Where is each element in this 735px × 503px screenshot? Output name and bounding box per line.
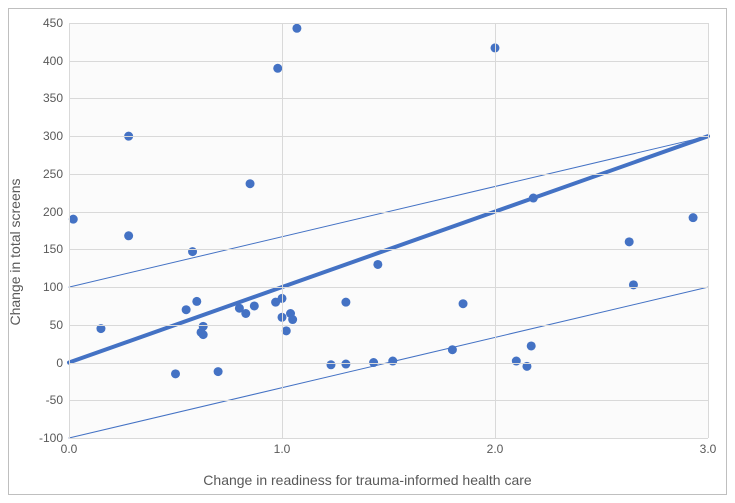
- y-tick-label: -50: [46, 393, 69, 407]
- data-point: [448, 345, 457, 354]
- data-point: [124, 231, 133, 240]
- hgridline: [69, 249, 708, 250]
- vgridline: [495, 23, 496, 438]
- data-point: [214, 367, 223, 376]
- data-point: [199, 330, 208, 339]
- data-point: [388, 357, 397, 366]
- data-point: [241, 309, 250, 318]
- data-point: [292, 24, 301, 33]
- x-axis-label: Change in readiness for trauma-informed …: [9, 472, 726, 488]
- vgridline: [282, 23, 283, 438]
- y-tick-label: 0: [56, 356, 69, 370]
- y-axis-label: Change in total screens: [7, 178, 23, 325]
- data-point: [69, 215, 78, 224]
- data-point: [459, 299, 468, 308]
- data-point: [199, 322, 208, 331]
- y-tick-label: 250: [43, 167, 69, 181]
- y-tick-label: 50: [50, 318, 69, 332]
- data-point: [341, 298, 350, 307]
- data-point: [250, 301, 259, 310]
- x-tick-label: 1.0: [274, 438, 291, 456]
- vgridline: [708, 23, 709, 438]
- x-tick-label: 2.0: [487, 438, 504, 456]
- data-point: [689, 213, 698, 222]
- hgridline: [69, 23, 708, 24]
- hgridline: [69, 287, 708, 288]
- data-point: [288, 315, 297, 324]
- x-tick-label: 3.0: [700, 438, 717, 456]
- hgridline: [69, 212, 708, 213]
- hgridline: [69, 136, 708, 137]
- data-point: [527, 341, 536, 350]
- data-point: [529, 194, 538, 203]
- chart-svg: [69, 23, 708, 438]
- y-tick-label: 150: [43, 242, 69, 256]
- y-tick-label: 400: [43, 54, 69, 68]
- data-point: [373, 260, 382, 269]
- hgridline: [69, 438, 708, 439]
- data-point: [182, 305, 191, 314]
- data-point: [192, 297, 201, 306]
- y-tick-label: 100: [43, 280, 69, 294]
- plot-area: -100-500501001502002503003504004500.01.0…: [69, 23, 708, 438]
- vgridline: [69, 23, 70, 438]
- hgridline: [69, 174, 708, 175]
- y-tick-label: 300: [43, 129, 69, 143]
- y-tick-label: 200: [43, 205, 69, 219]
- hgridline: [69, 325, 708, 326]
- y-tick-label: 350: [43, 91, 69, 105]
- data-point: [341, 360, 350, 369]
- chart-border: Change in total screens Change in readin…: [8, 8, 727, 495]
- data-point: [512, 357, 521, 366]
- data-point: [246, 179, 255, 188]
- hgridline: [69, 98, 708, 99]
- data-point: [171, 369, 180, 378]
- data-point: [282, 326, 291, 335]
- data-point: [273, 64, 282, 73]
- y-tick-label: 450: [43, 16, 69, 30]
- data-point: [625, 237, 634, 246]
- x-tick-label: 0.0: [61, 438, 78, 456]
- hgridline: [69, 400, 708, 401]
- hgridline: [69, 363, 708, 364]
- hgridline: [69, 61, 708, 62]
- chart-frame: Change in total screens Change in readin…: [0, 0, 735, 503]
